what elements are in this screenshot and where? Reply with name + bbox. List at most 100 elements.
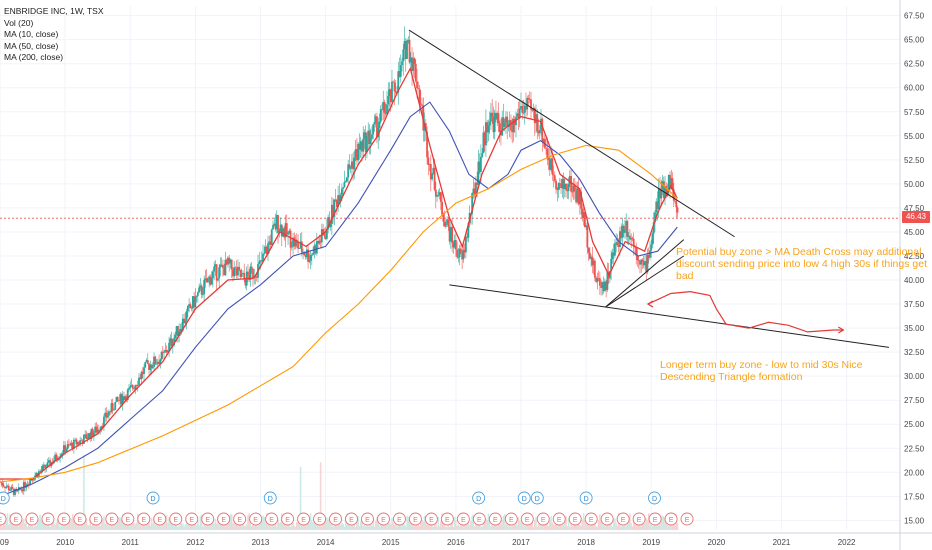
candle-down bbox=[566, 190, 569, 192]
earnings-marker bbox=[648, 512, 662, 526]
candle-down bbox=[64, 445, 67, 452]
candle-up bbox=[610, 258, 613, 272]
volume-bar bbox=[367, 526, 369, 530]
candle-up bbox=[145, 360, 148, 363]
candle-up bbox=[173, 338, 175, 346]
candle-up bbox=[93, 432, 95, 437]
trendline-lower bbox=[449, 284, 889, 348]
y-tick-label: 25.00 bbox=[904, 420, 925, 429]
earnings-marker bbox=[89, 512, 103, 526]
y-tick-label: 52.50 bbox=[904, 156, 925, 165]
volume-bar bbox=[492, 525, 495, 530]
earnings-marker-label: E bbox=[46, 517, 51, 524]
candle-up bbox=[347, 164, 350, 178]
candle-up bbox=[268, 241, 271, 244]
dividend-marker-label: D bbox=[535, 496, 540, 503]
candle-up bbox=[590, 256, 593, 259]
candle-up bbox=[35, 473, 38, 476]
volume-bar bbox=[378, 525, 381, 530]
candle-up bbox=[333, 199, 336, 217]
volume-bar bbox=[149, 525, 152, 530]
candle-up bbox=[270, 229, 273, 245]
candle-up bbox=[428, 163, 431, 165]
candle-up bbox=[130, 385, 133, 387]
earnings-marker bbox=[552, 512, 566, 526]
candle-up bbox=[397, 71, 400, 93]
candle-down bbox=[393, 82, 396, 92]
candle-up bbox=[88, 433, 90, 439]
legend-volume[interactable]: Vol (20) bbox=[4, 17, 34, 28]
volume-bar bbox=[332, 526, 334, 530]
x-tick-label: 2021 bbox=[773, 538, 791, 547]
buy-zone-annotation[interactable]: Potential buy zone > MA Death Cross may … bbox=[676, 246, 927, 282]
volume-bar bbox=[645, 518, 648, 530]
volume-bar bbox=[291, 524, 293, 530]
legend-ma50[interactable]: MA (50, close) bbox=[4, 40, 59, 51]
candle-up bbox=[402, 49, 405, 62]
candle-down bbox=[252, 268, 254, 278]
candle-down bbox=[671, 178, 674, 190]
candle-down bbox=[616, 242, 619, 246]
volume-bar bbox=[582, 513, 585, 530]
candle-up bbox=[188, 304, 191, 306]
x-tick-label: 2019 bbox=[642, 538, 660, 547]
candle-down bbox=[551, 158, 554, 175]
legend-ma10[interactable]: MA (10, close) bbox=[4, 29, 59, 39]
volume-bar bbox=[277, 519, 279, 530]
candle-up bbox=[508, 120, 511, 124]
earnings-marker bbox=[520, 512, 534, 526]
candle-up bbox=[603, 281, 606, 292]
candle-up bbox=[325, 229, 328, 239]
candle-up bbox=[318, 240, 321, 244]
candle-up bbox=[201, 294, 204, 296]
earnings-marker bbox=[632, 512, 646, 526]
volume-bar bbox=[490, 526, 492, 530]
earnings-marker-label: E bbox=[0, 517, 3, 524]
candle-up bbox=[308, 260, 311, 262]
candle-down bbox=[429, 163, 432, 180]
volume-bar bbox=[372, 519, 375, 530]
candle-up bbox=[409, 57, 412, 63]
earnings-marker-label: E bbox=[317, 517, 322, 524]
candle-up bbox=[242, 272, 244, 275]
volume-bar bbox=[184, 524, 187, 530]
volume-bar bbox=[535, 516, 537, 530]
candle-up bbox=[195, 295, 198, 297]
candle-down bbox=[260, 260, 263, 262]
candle-up bbox=[76, 441, 79, 445]
volume-bar bbox=[664, 519, 666, 530]
candle-up bbox=[46, 462, 49, 468]
candle-up bbox=[550, 158, 552, 170]
candle-up bbox=[199, 285, 202, 288]
volume-bar bbox=[275, 526, 278, 530]
volume-bar bbox=[98, 524, 100, 530]
earnings-marker bbox=[584, 512, 598, 526]
candle-up bbox=[40, 470, 43, 472]
candle-down bbox=[332, 204, 335, 217]
longer-term-annotation[interactable]: Longer term buy zone - low to mid 30s Ni… bbox=[660, 359, 863, 383]
volume-bar bbox=[612, 519, 615, 530]
legend-ma200[interactable]: MA (200, close) bbox=[4, 52, 64, 62]
y-tick-label: 50.00 bbox=[904, 180, 925, 189]
volume-bar bbox=[625, 525, 627, 530]
candle-up bbox=[387, 96, 390, 105]
candle-down bbox=[285, 223, 288, 235]
volume-bar bbox=[562, 524, 565, 530]
candle-down bbox=[581, 208, 584, 219]
candle-down bbox=[565, 183, 567, 191]
earnings-marker-label: E bbox=[493, 517, 498, 524]
candle-up bbox=[516, 113, 519, 117]
candle-down bbox=[356, 149, 358, 161]
candle-up bbox=[217, 278, 219, 281]
earnings-marker-label: E bbox=[333, 517, 338, 524]
volume-bar bbox=[627, 520, 630, 530]
candle-down bbox=[234, 267, 237, 269]
candlesticks bbox=[0, 26, 679, 497]
volume-bar bbox=[333, 525, 336, 530]
candle-down bbox=[170, 338, 173, 347]
volume-bar bbox=[533, 519, 536, 530]
volume-bar bbox=[319, 462, 322, 530]
volume-bar bbox=[501, 520, 503, 530]
candle-down bbox=[269, 241, 272, 245]
